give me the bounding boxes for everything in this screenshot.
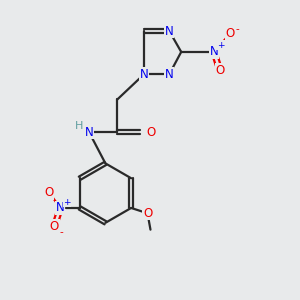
Text: N: N <box>85 126 93 139</box>
Text: O: O <box>146 126 155 139</box>
Text: N: N <box>56 202 65 214</box>
Text: N: N <box>140 68 148 81</box>
Text: O: O <box>226 27 235 40</box>
Text: -: - <box>236 24 239 34</box>
Text: N: N <box>165 68 174 81</box>
Text: O: O <box>143 207 152 220</box>
Text: O: O <box>44 186 54 199</box>
Text: N: N <box>165 25 174 38</box>
Text: -: - <box>59 227 63 237</box>
Text: +: + <box>63 197 70 206</box>
Text: +: + <box>217 41 224 50</box>
Text: O: O <box>50 220 59 233</box>
Text: H: H <box>74 121 83 131</box>
Text: O: O <box>215 64 224 77</box>
Text: N: N <box>209 45 218 58</box>
